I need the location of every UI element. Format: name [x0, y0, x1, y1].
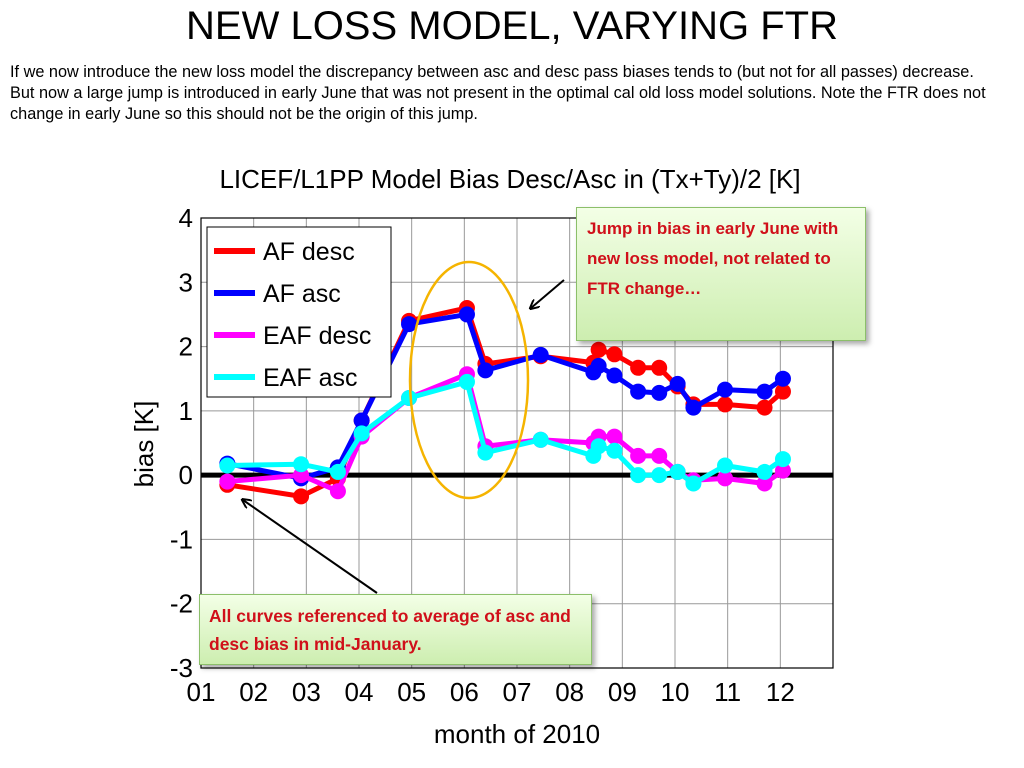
data-point-eaf-asc [329, 463, 346, 480]
x-tick-label: 04 [345, 677, 374, 707]
data-point-af-asc [606, 367, 623, 384]
data-point-af-asc [458, 306, 475, 323]
data-point-eaf-desc [329, 483, 346, 500]
x-tick-label: 02 [239, 677, 268, 707]
legend-label-eaf-desc: EAF desc [263, 322, 371, 350]
callout-reference-note: All curves referenced to average of asc … [199, 594, 592, 665]
data-point-eaf-asc [293, 456, 310, 473]
data-point-af-desc [717, 396, 734, 413]
data-point-eaf-asc [669, 463, 686, 480]
x-tick-label: 07 [503, 677, 532, 707]
x-tick-label: 01 [187, 677, 216, 707]
data-point-eaf-asc [353, 425, 370, 442]
data-point-af-desc [651, 359, 668, 376]
data-point-eaf-asc [651, 467, 668, 484]
x-axis-label: month of 2010 [434, 719, 600, 749]
y-axis-label: bias [K] [129, 401, 159, 488]
callout-jump-note: Jump in bias in early June with new loss… [576, 207, 866, 341]
arrow-to-jump [531, 279, 565, 308]
intro-paragraph: If we now introduce the new loss model t… [10, 63, 986, 123]
data-point-eaf-asc [606, 442, 623, 459]
data-point-eaf-asc [685, 475, 702, 492]
data-point-af-asc [630, 383, 647, 400]
slide-title: NEW LOSS MODEL, VARYING FTR [186, 4, 838, 48]
data-point-eaf-asc [717, 457, 734, 474]
data-point-af-asc [685, 399, 702, 416]
data-point-eaf-asc [477, 444, 494, 461]
legend-label-af-asc: AF asc [263, 280, 341, 308]
y-tick-label: -3 [170, 653, 193, 683]
data-point-af-asc [590, 357, 607, 374]
data-point-eaf-asc [774, 451, 791, 468]
x-tick-label: 03 [292, 677, 321, 707]
data-point-eaf-asc [756, 463, 773, 480]
data-point-af-asc [477, 362, 494, 379]
x-tick-label: 10 [661, 677, 690, 707]
data-point-eaf-desc [219, 473, 236, 490]
data-point-eaf-asc [401, 390, 418, 406]
highlight-ellipse [408, 260, 530, 500]
y-tick-label: -1 [170, 524, 193, 554]
data-point-eaf-desc [651, 447, 668, 464]
x-tick-label: 12 [766, 677, 795, 707]
data-point-af-asc [774, 370, 791, 387]
data-point-af-asc [717, 381, 734, 398]
data-point-af-asc [651, 384, 668, 401]
data-point-eaf-desc [756, 475, 773, 492]
legend: AF desc AF asc EAF desc EAF asc [206, 226, 392, 398]
x-tick-label: 08 [555, 677, 584, 707]
data-point-af-desc [756, 399, 773, 416]
y-tick-label: 0 [179, 460, 193, 490]
data-point-af-desc [606, 346, 623, 363]
data-point-eaf-desc [774, 462, 791, 479]
legend-label-af-desc: AF desc [263, 238, 355, 266]
plot-frame [200, 217, 834, 669]
data-point-af-desc [774, 383, 791, 400]
y-tick-label: -2 [170, 589, 193, 619]
legend-label-eaf-asc: EAF asc [263, 364, 357, 392]
data-point-af-asc [353, 412, 370, 429]
data-point-eaf-asc [458, 373, 475, 390]
data-point-eaf-desc [717, 470, 734, 487]
data-point-af-asc [532, 346, 549, 363]
chart-title: LICEF/L1PP Model Bias Desc/Asc in (Tx+Ty… [219, 164, 800, 194]
y-tick-label: 1 [179, 396, 193, 426]
data-point-af-asc [401, 316, 418, 333]
y-tick-label: 4 [179, 203, 193, 233]
data-point-af-desc [630, 359, 647, 376]
data-point-eaf-asc [532, 431, 549, 448]
data-point-af-asc [756, 383, 773, 400]
arrow-to-reference [243, 500, 378, 594]
x-tick-label: 09 [608, 677, 637, 707]
x-tick-label: 05 [397, 677, 426, 707]
data-point-af-desc [590, 341, 607, 358]
data-point-eaf-asc [219, 457, 236, 474]
x-tick-label: 11 [714, 677, 741, 707]
x-tick-label: 06 [450, 677, 479, 707]
data-point-af-asc [669, 375, 686, 392]
data-point-eaf-desc [293, 467, 310, 484]
data-point-af-desc [293, 488, 310, 505]
data-point-eaf-asc [630, 467, 647, 484]
data-point-eaf-desc [606, 428, 623, 445]
data-point-eaf-desc [630, 447, 647, 464]
y-tick-label: 2 [179, 332, 193, 362]
legend-box [206, 226, 392, 398]
y-tick-label: 3 [179, 267, 193, 297]
data-point-eaf-asc [590, 438, 607, 455]
